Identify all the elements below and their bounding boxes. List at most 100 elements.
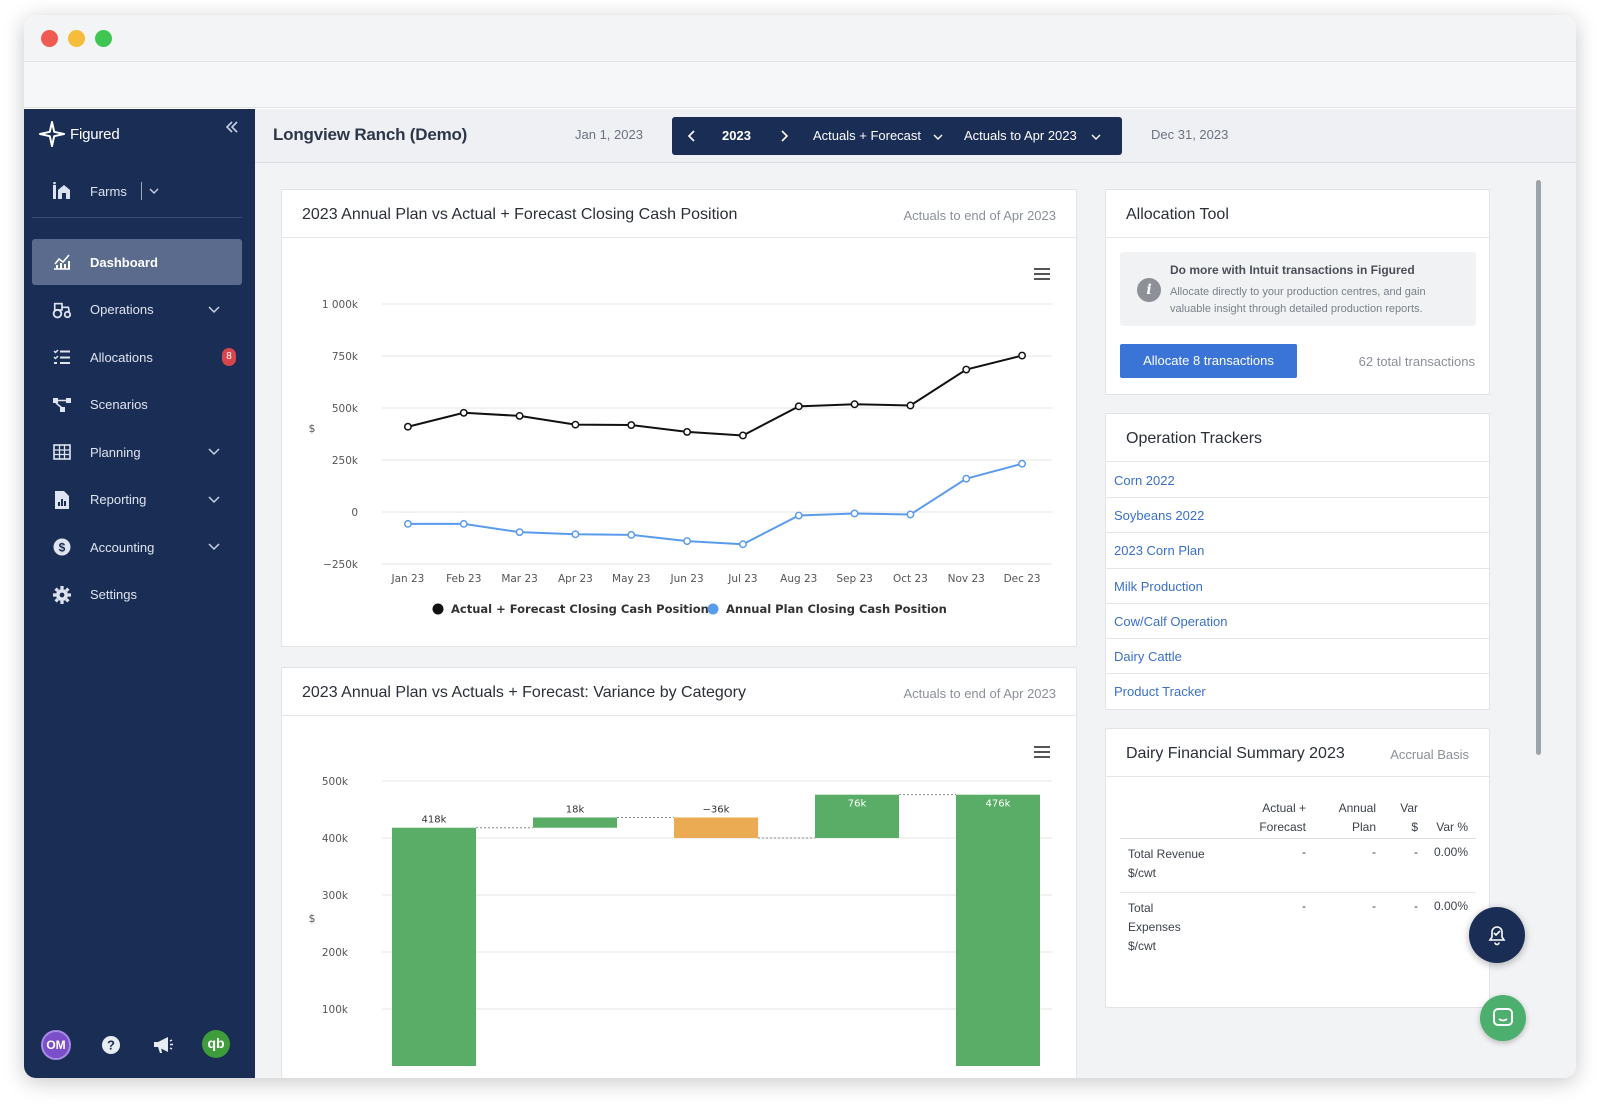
x-tick-label: Nov 23 [948,573,985,585]
chat-button[interactable] [1480,995,1526,1041]
legend-label: Annual Plan Closing Cash Position [726,602,947,616]
data-point [794,511,803,520]
chevron-right-icon[interactable] [778,129,790,143]
data-point [459,408,468,417]
tracker-link[interactable]: Corn 2022 [1106,463,1489,499]
chevron-down-icon[interactable] [208,493,220,505]
tractor-icon [52,300,72,320]
data-point [738,540,747,549]
sidebar-item-reporting[interactable]: Reporting [32,477,242,523]
farm-icon [53,182,70,199]
close-window-button[interactable] [41,30,58,47]
cash-position-card: 2023 Annual Plan vs Actual + Forecast Cl… [281,189,1077,647]
data-point [683,427,692,436]
chart-menu-icon[interactable] [1034,746,1050,758]
sidebar-item-accounting[interactable]: $ Accounting [32,524,242,570]
tracker-link[interactable]: Milk Production [1106,569,1489,604]
data-point [515,528,524,537]
column-header: Annual Plan [1338,801,1376,834]
sidebar-item-planning[interactable]: Planning [32,429,242,475]
y-axis-label: $ [309,912,316,925]
data-label: 18k [566,804,585,815]
maximize-window-button[interactable] [95,30,112,47]
data-point [962,474,971,483]
table-row: Total Revenue $/cwt - - - 0.00% [1120,839,1476,893]
variance-percent: 0.00% [1433,899,1468,913]
chart-menu-icon[interactable] [1034,268,1050,280]
variance-value: - [1414,845,1418,859]
info-text: Allocate directly to your production cen… [1170,286,1426,315]
y-tick-label: 100k [322,1004,349,1016]
chat-icon [1493,1008,1513,1026]
data-point [738,431,747,440]
x-tick-label: Jul 23 [727,573,757,585]
gear-icon [52,585,72,605]
data-point [906,510,915,519]
sidebar-item-label: Reporting [90,492,147,507]
megaphone-icon[interactable] [152,1035,174,1055]
series-line [407,354,1023,437]
chevron-down-icon[interactable] [208,303,220,315]
accounting-basis: Accrual Basis [1390,747,1469,762]
help-icon[interactable]: ? [101,1035,121,1055]
farms-selector[interactable]: Farms [52,177,242,205]
waterfall-bar [815,794,899,838]
sidebar-item-label: Planning [90,444,141,460]
sidebar-item-label: Allocations [90,349,153,365]
x-tick-label: Mar 23 [501,573,538,585]
page-header: Longview Ranch (Demo) Jan 1, 2023 2023 A… [255,109,1576,163]
tracker-link[interactable]: Soybeans 2022 [1106,498,1489,534]
period-end-date: Dec 31, 2023 [1151,127,1229,142]
data-point [403,519,412,528]
actual-value: - [1302,845,1306,859]
actual-value: - [1302,899,1306,913]
row-label: Total Expenses $/cwt [1128,901,1181,953]
quickbooks-icon[interactable]: qb [202,1030,230,1058]
sidebar-item-dashboard[interactable]: Dashboard [32,239,242,285]
chevron-down-icon[interactable] [1090,131,1102,143]
data-point [459,519,468,528]
y-tick-label: 200k [322,947,349,959]
y-tick-label: 300k [322,890,349,902]
sidebar-item-label: Dashboard [90,254,158,270]
column-header: Var % [1436,820,1468,834]
sidebar-item-allocations[interactable]: Allocations 8 [32,334,242,380]
card-title: Dairy Financial Summary 2023 [1126,745,1345,762]
sidebar-item-label: Accounting [90,539,155,555]
notifications-button[interactable] [1469,907,1525,963]
legend-marker [707,603,719,615]
chevron-down-icon[interactable] [208,540,220,552]
row-label: Total Revenue $/cwt [1128,847,1205,880]
mode-dropdown[interactable]: Actuals + Forecast [813,128,922,143]
y-tick-label: 500k [322,776,349,788]
sidebar: Figured Farms Dashboard [24,109,255,1078]
minimize-window-button[interactable] [68,30,85,47]
card-title: Operation Trackers [1126,430,1263,447]
chevron-down-icon[interactable] [148,185,160,197]
tracker-link[interactable]: 2023 Corn Plan [1106,533,1489,569]
sidebar-item-scenarios[interactable]: Scenarios [32,382,242,428]
plan-value: - [1372,899,1376,913]
cash-position-chart: 1 000k 750k 500k 250k 0 −250k $ Jan 23 Feb 23 Mar… [309,299,1052,616]
grid-icon [52,442,72,462]
user-avatar[interactable]: OM [41,1030,71,1060]
chevron-left-icon[interactable] [686,129,698,143]
sidebar-footer: OM ? qb [24,1030,255,1062]
sidebar-item-settings[interactable]: Settings [32,572,242,618]
checklist-icon [52,347,72,367]
collapse-sidebar-icon[interactable] [224,119,248,143]
allocate-transactions-button[interactable]: Allocate 8 transactions [1120,344,1297,378]
tracker-link[interactable]: Dairy Cattle [1106,639,1489,675]
chevron-down-icon[interactable] [208,445,220,457]
sidebar-nav: Dashboard Operations Allocations 8 [32,239,242,619]
tracker-link[interactable]: Cow/Calf Operation [1106,604,1489,639]
sidebar-item-label: Settings [90,587,137,602]
x-tick-label: Apr 23 [558,573,593,585]
variance-value: - [1414,899,1418,913]
tracker-link[interactable]: Product Tracker [1114,684,1206,700]
chevron-down-icon[interactable] [932,131,944,143]
actuals-to-dropdown[interactable]: Actuals to Apr 2023 [964,128,1077,143]
content-scrollbar[interactable] [1536,180,1541,755]
brand-logo[interactable]: Figured [38,119,120,149]
sidebar-item-operations[interactable]: Operations [32,287,242,333]
